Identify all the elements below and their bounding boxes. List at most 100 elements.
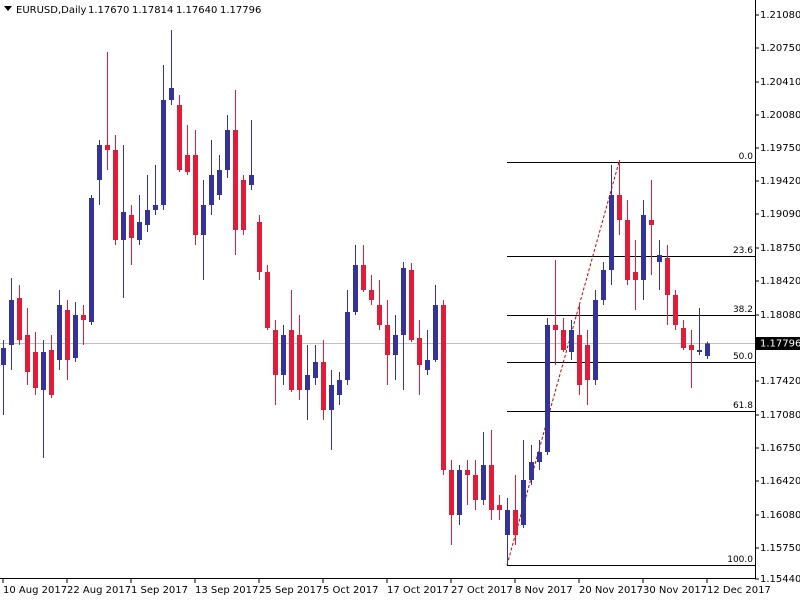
candle-body <box>425 360 430 370</box>
ohlc-value: 1.17670 <box>88 5 129 16</box>
candle-body <box>649 220 654 225</box>
candle-body <box>665 258 670 295</box>
candle-body <box>329 385 334 410</box>
candle-body <box>1 348 6 365</box>
candle-body <box>353 265 358 312</box>
candle-body <box>121 212 126 240</box>
x-tick-label: 22 Aug 2017 <box>67 585 131 596</box>
x-tick-label: 27 Oct 2017 <box>451 585 513 596</box>
y-tick-label: 1.16420 <box>760 476 800 487</box>
candle-body <box>193 155 198 235</box>
y-tick-label: 1.16080 <box>760 510 800 521</box>
candle-body <box>369 290 374 300</box>
candle-body <box>385 325 390 355</box>
candle-body <box>265 272 270 328</box>
candle-body <box>113 150 118 240</box>
candle-body <box>505 510 510 535</box>
candle-body <box>345 312 350 380</box>
candle-body <box>473 475 478 500</box>
x-tick-label: 17 Oct 2017 <box>387 585 449 596</box>
y-tick-label: 1.20080 <box>760 110 800 121</box>
candle-body <box>57 305 62 360</box>
candle-body <box>545 325 550 452</box>
y-tick-label: 1.18080 <box>760 310 800 321</box>
x-tick-label: 5 Oct 2017 <box>323 585 378 596</box>
x-tick-label: 8 Nov 2017 <box>515 585 573 596</box>
candle-body <box>273 330 278 375</box>
y-tick-label: 1.15750 <box>760 543 800 554</box>
candle-body <box>321 362 326 410</box>
candle-body <box>465 470 470 475</box>
candle-body <box>673 295 678 325</box>
candle-body <box>233 130 238 230</box>
candle-body <box>657 255 662 262</box>
candle-body <box>497 505 502 510</box>
y-tick-label: 1.20750 <box>760 43 800 54</box>
candle-body <box>129 215 134 238</box>
x-tick-label: 13 Sep 2017 <box>195 585 258 596</box>
candle-body <box>361 265 366 290</box>
candle-body <box>569 330 574 352</box>
candle-body <box>457 470 462 515</box>
candle-body <box>593 300 598 380</box>
y-tick-label: 1.21080 <box>760 10 800 21</box>
candle-body <box>89 198 94 322</box>
x-tick-label: 30 Nov 2017 <box>643 585 707 596</box>
candle-body <box>417 338 422 365</box>
y-tick-label: 1.20410 <box>760 77 800 88</box>
y-tick-label: 1.19750 <box>760 143 800 154</box>
ohlc-value: 1.17796 <box>220 5 261 16</box>
x-tick-label: 20 Nov 2017 <box>579 585 643 596</box>
candle-body <box>337 380 342 395</box>
candle-body <box>441 305 446 470</box>
chart-title: EURUSD,Daily <box>16 5 87 16</box>
candle-body <box>33 352 38 388</box>
candle-body <box>137 222 142 240</box>
candle-body <box>625 220 630 280</box>
candle-body <box>225 130 230 170</box>
candle-body <box>305 375 310 390</box>
candle-body <box>585 345 590 380</box>
x-tick-label: 25 Sep 2017 <box>259 585 322 596</box>
candle-body <box>481 465 486 500</box>
candle-body <box>41 352 46 390</box>
candle-body <box>377 305 382 325</box>
candle-body <box>169 88 174 100</box>
y-tick-label: 1.18420 <box>760 276 800 287</box>
candle-body <box>641 215 646 280</box>
ohlc-value: 1.17814 <box>132 5 173 16</box>
y-tick-label: 1.15440 <box>760 574 800 585</box>
candle-body <box>449 470 454 515</box>
menu-arrow[interactable] <box>4 6 12 11</box>
candle-body <box>257 222 262 272</box>
candle-body <box>489 465 494 510</box>
candle-body <box>433 305 438 360</box>
fib-label: 23.6 <box>733 246 753 256</box>
candle-body <box>577 335 582 385</box>
candle-body <box>553 325 558 330</box>
fib-label: 38.2 <box>733 305 753 315</box>
candle-body <box>161 100 166 205</box>
x-tick-label: 1 Sep 2017 <box>131 585 188 596</box>
candle-body <box>633 272 638 280</box>
current-price-label: 1.17796 <box>760 339 800 350</box>
y-tick-label: 1.16750 <box>760 443 800 454</box>
candle-body <box>281 335 286 375</box>
candle-body <box>537 452 542 462</box>
candle-body <box>153 205 158 210</box>
y-tick-label: 1.17080 <box>760 410 800 421</box>
candle-body <box>689 345 694 350</box>
y-tick-label: 1.18750 <box>760 243 800 254</box>
candle-body <box>297 335 302 390</box>
candle-body <box>561 330 566 350</box>
candle-body <box>313 362 318 378</box>
candle-body <box>521 480 526 525</box>
candle-body <box>513 510 518 535</box>
candle-body <box>393 335 398 355</box>
candle-body <box>617 195 622 220</box>
candle-body <box>9 300 14 345</box>
candle-body <box>81 315 86 320</box>
fib-label: 50.0 <box>733 352 753 362</box>
current-price-tag <box>756 337 800 350</box>
